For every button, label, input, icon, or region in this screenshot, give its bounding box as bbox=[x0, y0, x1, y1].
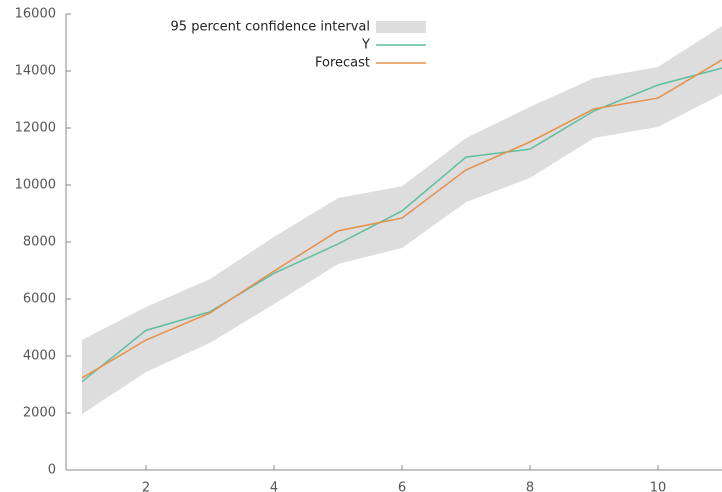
y-tick-label: 8000 bbox=[23, 235, 56, 250]
y-tick-label: 0 bbox=[48, 463, 56, 478]
y-tick-label: 2000 bbox=[23, 406, 56, 421]
y-tick-label: 16000 bbox=[15, 7, 56, 22]
confidence-band bbox=[82, 25, 722, 415]
legend-label: Forecast bbox=[315, 56, 370, 71]
x-tick-label: 2 bbox=[142, 481, 150, 492]
x-tick-label: 4 bbox=[270, 481, 278, 492]
y-tick-label: 10000 bbox=[15, 178, 56, 193]
x-tick-label: 6 bbox=[398, 481, 406, 492]
legend-label: 95 percent confidence interval bbox=[171, 20, 370, 35]
y-tick-label: 6000 bbox=[23, 292, 56, 307]
series-line bbox=[81, 67, 722, 383]
x-tick-label: 8 bbox=[526, 481, 534, 492]
legend-label: Y bbox=[361, 38, 370, 53]
series-line bbox=[81, 59, 722, 379]
x-tick-label: 10 bbox=[650, 481, 667, 492]
y-tick-label: 12000 bbox=[15, 121, 56, 136]
y-tick-label: 14000 bbox=[15, 64, 56, 79]
legend-swatch bbox=[376, 21, 426, 33]
y-tick-label: 4000 bbox=[23, 349, 56, 364]
